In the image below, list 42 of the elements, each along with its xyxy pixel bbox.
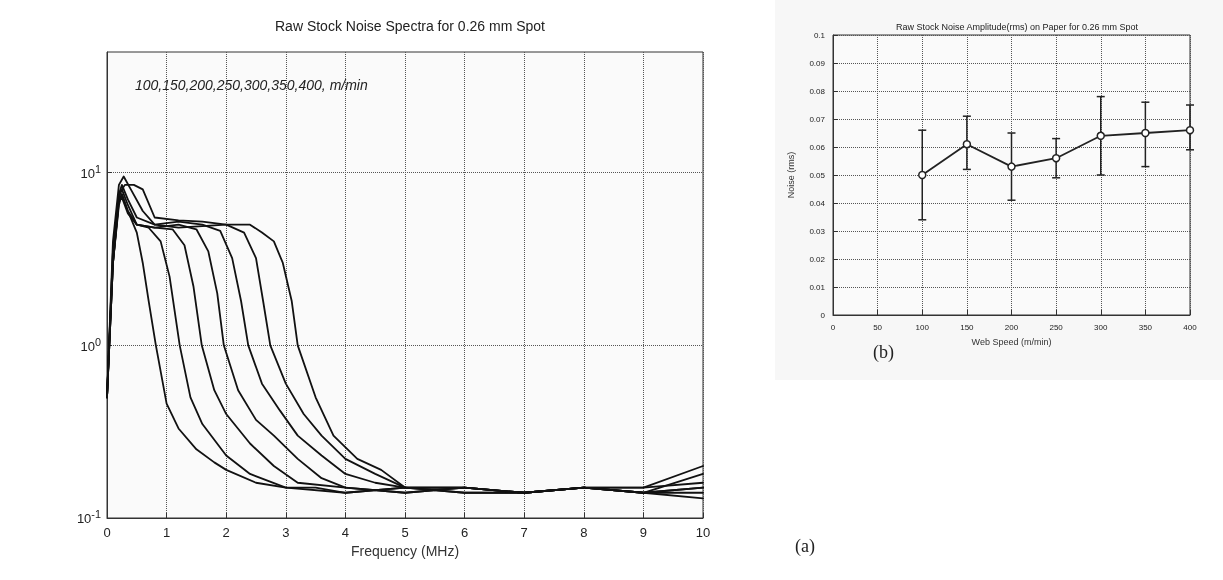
text: (a) [795,536,815,557]
x-tick-label: 200 [1004,322,1019,332]
annotation: 100,150,200,250,300,350,400, m/min [135,77,368,93]
y-tick-label: 0.08 [809,86,826,96]
x-tick-label: 150 [960,322,975,332]
x-tick-label: 350 [1138,322,1153,332]
x-tick-label: 3 [282,525,290,540]
y-tick-label: 0.02 [809,254,826,264]
x-tick-label: 6 [460,525,469,540]
y-tick-label: 0.05 [809,170,826,180]
x-tick-label: 5 [401,525,409,540]
y-tick-label: 10$^{-1}$ [76,508,101,528]
x-tick-label: 10 [695,525,711,540]
x-tick-label: 2 [222,525,230,540]
y-tick-label: 0.03 [809,226,826,236]
x-tick-label: 7 [520,525,528,540]
x-tick-label: 300 [1094,322,1108,332]
y-tick-label: 10$^{1}$ [80,162,101,182]
y-axis-title: Noise (rms) [785,151,796,199]
y-tick-label: 0 [820,310,826,320]
x-tick-label: 400 [1183,322,1198,332]
x-tick-label: 9 [639,525,648,540]
x-tick-label: 250 [1049,322,1064,332]
x-tick-label: 1 [162,525,171,540]
x-tick-label: 100 [915,322,930,332]
x-tick-label: 0 [830,322,836,332]
y-tick-label: 0.07 [809,114,826,124]
y-tick-label: 0.06 [809,142,826,152]
chart-title: Raw Stock Noise Spectra for 0.26 mm Spot [275,18,546,34]
x-tick-label: 0 [103,525,111,540]
text: (b) [873,342,894,363]
x-axis-title: Frequency (MHz) [350,542,460,559]
y-tick-label: 0.01 [809,282,826,292]
x-tick-label: 8 [580,525,588,540]
x-tick-label: 4 [341,525,350,540]
y-tick-label: 10$^{0}$ [80,335,101,355]
x-tick-label: 50 [873,322,883,332]
x-axis-title: Web Speed (m/min) [971,336,1052,347]
chart-title: Raw Stock Noise Amplitude(rms) on Paper for 0.26 mm Spot [895,21,1139,32]
y-tick-label: 0.1 [813,30,826,40]
y-tick-label: 0.09 [809,58,826,68]
y-tick-label: 0.04 [809,198,826,208]
